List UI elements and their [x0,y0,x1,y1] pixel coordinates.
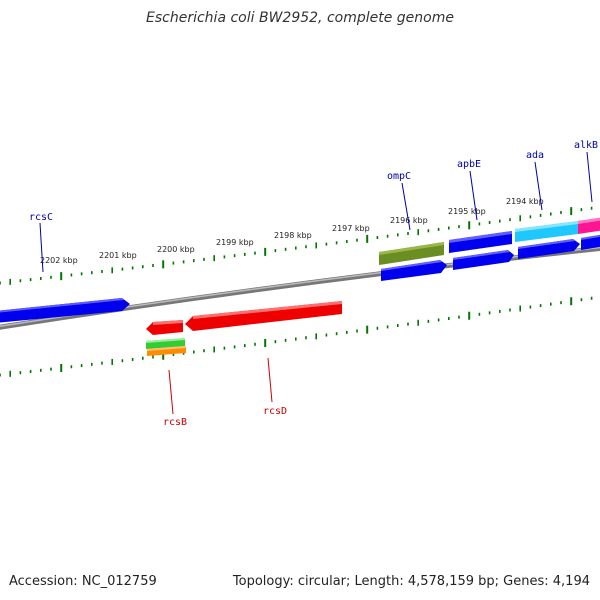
leader-line-rcsD [267,357,273,403]
feature-rcsB-misc-orange[interactable] [147,346,186,356]
feature-apbE-cds[interactable] [453,250,514,270]
gene-label-ada[interactable]: ada [526,150,544,161]
leader-line-rcsC [39,222,44,273]
feature-rcsB-cds[interactable] [146,320,183,335]
map-title: Escherichia coli BW2952, complete genome [146,10,454,26]
feature-ompC-cds[interactable] [381,260,447,281]
feature-rcsB-misc-green[interactable] [146,338,185,349]
outer-tick-ruler [0,206,593,285]
scale-label-2201: 2201 kbp [99,251,137,260]
gene-label-apbE[interactable]: apbE [457,159,481,170]
scale-label-2195: 2195 kbp [448,207,486,216]
scale-label-2199: 2199 kbp [216,238,254,247]
gene-label-rcsB[interactable]: rcsB [163,417,187,428]
feature-rcsD-cds[interactable] [185,301,342,331]
leader-line-apbE [469,170,478,221]
feature-apbE-gene[interactable] [449,231,512,253]
accession-text: Accession: NC_012759 [9,574,157,589]
feature-alkB-cds[interactable] [581,234,600,250]
leader-line-alkB [586,151,593,203]
feature-ompC-gene[interactable] [379,242,444,265]
genome-summary-text: Topology: circular; Length: 4,578,159 bp… [232,574,590,589]
gene-label-rcsC[interactable]: rcsC [29,212,53,223]
gene-label-rcsD[interactable]: rcsD [263,406,287,417]
leader-line-rcsB [168,369,174,415]
leader-line-ada [534,161,543,211]
scale-label-2197: 2197 kbp [332,224,370,233]
feature-alkB-gene[interactable] [578,217,600,234]
scale-label-2200: 2200 kbp [157,245,195,254]
feature-ada-cds[interactable] [518,239,580,259]
scale-label-2194: 2194 kbp [506,197,544,206]
gene-label-alkB[interactable]: alkB [574,140,598,151]
scale-label-2198: 2198 kbp [274,231,312,240]
gene-label-ompC[interactable]: ompC [387,171,411,182]
feature-rcsC-cds[interactable] [0,298,130,323]
scale-label-2202: 2202 kbp [40,256,78,265]
feature-ada-gene[interactable] [515,221,578,242]
leader-line-ompC [401,182,411,231]
